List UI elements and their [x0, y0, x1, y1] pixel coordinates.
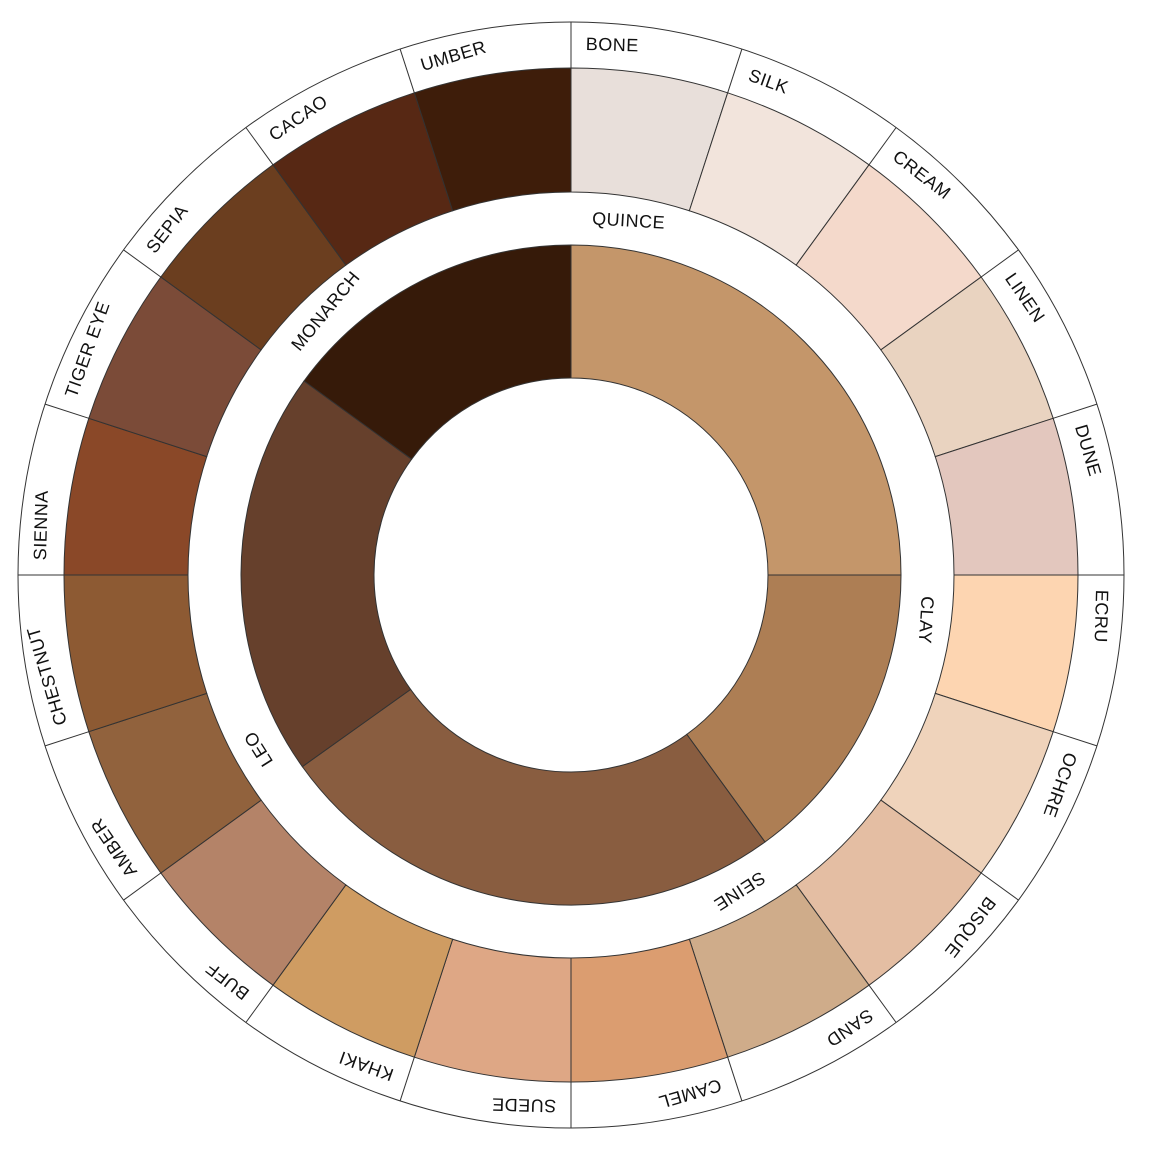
outer-label: SIENNA [30, 490, 52, 561]
label-divider [1053, 403, 1098, 419]
inner-label: QUINCE [592, 208, 666, 232]
label-divider [980, 249, 1019, 278]
inner-segment [686, 574, 902, 843]
label-divider [245, 984, 274, 1023]
inner-segment [301, 688, 766, 906]
inner-segment [570, 244, 902, 576]
inner-segment [303, 244, 572, 460]
inner-label: CLAY [915, 596, 938, 645]
label-divider [399, 1057, 415, 1102]
label-divider [123, 249, 162, 278]
inner-segment [240, 380, 413, 768]
label-divider [399, 48, 415, 93]
label-divider [727, 1057, 743, 1102]
label-divider [245, 127, 274, 166]
label-divider [123, 872, 162, 901]
label-divider [980, 872, 1019, 901]
label-divider [868, 127, 897, 166]
label-divider [1053, 731, 1098, 747]
label-divider [44, 731, 89, 747]
outer-label: BONE [586, 34, 640, 55]
outer-label: ECRU [1091, 590, 1112, 644]
outer-label: SUEDE [491, 1094, 556, 1116]
outer-segment [413, 67, 572, 212]
label-divider [727, 48, 743, 93]
label-divider [44, 403, 89, 419]
label-divider [868, 984, 897, 1023]
